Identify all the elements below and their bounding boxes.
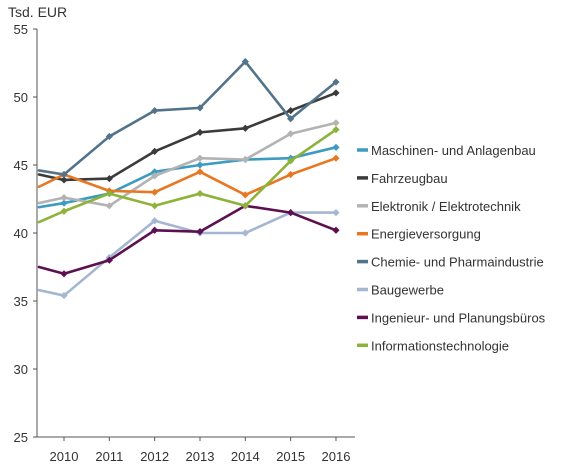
- data-point-marker: [105, 189, 113, 198]
- legend-label: Fahrzeugbau: [371, 171, 448, 186]
- data-point-marker: [287, 170, 295, 179]
- data-point-marker: [287, 209, 295, 217]
- legend-label: Energieversorgung: [371, 227, 481, 242]
- legend-label: Informationstechnologie: [371, 338, 509, 353]
- data-point-marker: [332, 119, 340, 127]
- x-axis-ticks: 2010 2011 2012 2013 2014 2015 2016: [50, 437, 351, 464]
- data-point-marker: [60, 291, 68, 300]
- data-point-marker: [196, 161, 204, 169]
- x-tick-label: 2013: [186, 449, 215, 464]
- x-tick-label: 2014: [231, 449, 260, 464]
- y-tick-label: 55: [14, 22, 28, 37]
- series-line: [37, 91, 338, 182]
- data-point-marker: [332, 209, 340, 217]
- legend-label: Ingenieur- und Planungsbüros: [371, 310, 546, 325]
- data-point-marker: [241, 58, 249, 66]
- data-point-marker: [241, 124, 249, 132]
- data-point-marker: [60, 207, 68, 215]
- data-point-marker: [151, 172, 159, 180]
- data-point-marker: [60, 194, 68, 202]
- x-tick-label: 2012: [140, 449, 169, 464]
- data-point-marker: [60, 176, 68, 184]
- y-tick-label: 40: [14, 226, 28, 241]
- data-point-marker: [105, 132, 113, 141]
- data-point-marker: [332, 126, 340, 134]
- legend-label: Elektronik / Elektrotechnik: [371, 199, 521, 214]
- y-tick-label: 45: [14, 158, 28, 173]
- data-point-marker: [196, 228, 204, 236]
- legend-label: Chemie- und Pharmaindustrie: [371, 255, 544, 270]
- data-point-marker: [196, 154, 204, 162]
- data-point-marker: [332, 154, 340, 162]
- data-point-marker: [60, 199, 68, 207]
- data-point-marker: [241, 191, 249, 199]
- x-tick-label: 2010: [50, 449, 79, 464]
- data-point-marker: [287, 130, 295, 138]
- data-point-marker: [196, 168, 204, 176]
- data-point-marker: [287, 115, 295, 123]
- data-point-marker: [196, 128, 204, 136]
- series-line: [37, 156, 338, 197]
- data-point-marker: [60, 170, 68, 179]
- data-point-marker: [60, 270, 68, 278]
- y-tick-label: 35: [14, 294, 28, 309]
- y-axis-ticks: 25 30 35 40 45 50 55: [14, 22, 37, 445]
- data-point-marker: [151, 168, 159, 176]
- x-tick-label: 2011: [95, 449, 123, 464]
- series-line: [37, 60, 338, 176]
- data-point-marker: [332, 78, 340, 86]
- data-point-marker: [105, 175, 113, 183]
- legend: Maschinen- und Anlagenbau Fahrzeugbau Elek…: [357, 143, 546, 353]
- data-point-marker: [287, 157, 295, 165]
- data-point-marker: [241, 229, 249, 237]
- series-lines: [37, 58, 340, 300]
- data-point-marker: [196, 104, 204, 112]
- data-point-marker: [196, 189, 204, 198]
- series-line: [37, 121, 338, 208]
- series-line: [37, 128, 338, 224]
- data-point-marker: [151, 107, 159, 115]
- data-point-marker: [151, 188, 159, 196]
- data-point-marker: [332, 143, 340, 151]
- y-axis-unit-label: Tsd. EUR: [8, 4, 67, 20]
- data-point-marker: [241, 155, 249, 164]
- data-point-marker: [151, 226, 159, 234]
- y-tick-label: 30: [14, 362, 28, 377]
- data-point-marker: [151, 202, 159, 210]
- data-point-marker: [241, 202, 249, 210]
- series-line: [37, 204, 338, 276]
- series-line: [37, 211, 338, 297]
- data-point-marker: [105, 256, 113, 264]
- legend-label: Maschinen- und Anlagenbau: [371, 143, 536, 158]
- y-tick-label: 25: [14, 430, 28, 445]
- data-point-marker: [105, 202, 113, 210]
- x-tick-label: 2016: [322, 449, 351, 464]
- data-point-marker: [287, 107, 295, 115]
- legend-label: Baugewerbe: [371, 283, 444, 298]
- data-point-marker: [332, 226, 340, 234]
- data-point-marker: [332, 89, 340, 97]
- data-point-marker: [151, 217, 159, 225]
- y-tick-label: 50: [14, 90, 28, 105]
- data-point-marker: [151, 147, 159, 155]
- x-tick-label: 2015: [276, 449, 305, 464]
